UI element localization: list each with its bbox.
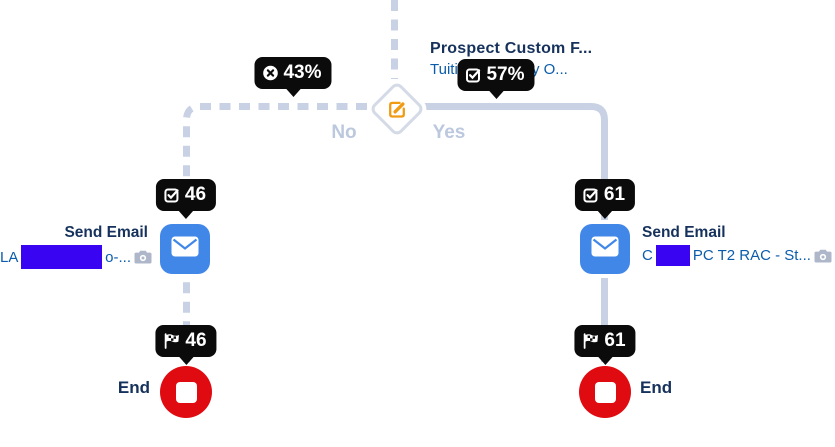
checkered-flag-icon: [582, 333, 599, 349]
yes-percent-value: 57%: [486, 64, 525, 85]
decision-label-block: Prospect Custom F... Tuiti ty O...: [430, 40, 592, 78]
send-email-node-no[interactable]: [160, 224, 210, 274]
camera-icon[interactable]: [134, 250, 152, 264]
no-end-count-badge[interactable]: 46: [155, 325, 217, 357]
check-square-icon: [465, 67, 481, 83]
action-label: Send Email: [64, 224, 148, 241]
checkered-flag-icon: [163, 333, 180, 349]
yes-email-count-value: 61: [603, 184, 626, 205]
decision-subtitle[interactable]: Tuiti ty O...: [430, 61, 592, 78]
x-circle-icon: [262, 65, 278, 81]
stop-icon: [594, 381, 616, 403]
end-node-no[interactable]: [160, 366, 212, 418]
decision-title[interactable]: Prospect Custom F...: [430, 40, 593, 57]
email-asset-name-suffix[interactable]: o-...: [105, 248, 131, 266]
send-email-node-yes[interactable]: [580, 224, 630, 274]
connector-yes-branch-solid: [420, 103, 608, 365]
decision-subtitle-prefix: Tuiti: [430, 61, 458, 78]
end-node-yes[interactable]: [579, 366, 631, 418]
decision-subtitle-suffix: ty O...: [527, 61, 568, 78]
send-email-label-no: Send Email LA o-...: [0, 224, 152, 269]
end-label-no: End: [117, 378, 150, 397]
yes-percent-badge[interactable]: 57%: [457, 59, 535, 91]
no-percent-badge[interactable]: 43%: [254, 57, 332, 89]
email-asset-name-prefix[interactable]: LA: [0, 248, 19, 266]
end-label-yes: End: [640, 378, 673, 397]
email-asset-name-suffix[interactable]: PC T2 RAC - St...: [692, 247, 811, 264]
yes-path-label: Yes: [432, 122, 466, 143]
check-square-icon: [583, 187, 599, 203]
redaction-block: [655, 245, 690, 266]
connector-no-branch-dashed: [183, 103, 367, 365]
yes-email-count-badge[interactable]: 61: [574, 179, 636, 211]
no-path-label: No: [331, 122, 357, 143]
check-square-icon: [164, 187, 180, 203]
pencil-square-icon: [386, 98, 409, 121]
camera-icon[interactable]: [814, 249, 832, 263]
no-email-count-badge[interactable]: 46: [155, 179, 217, 211]
no-end-count-value: 46: [185, 330, 207, 351]
email-asset-name-prefix[interactable]: C: [642, 247, 653, 264]
yes-end-count-badge[interactable]: 61: [574, 325, 636, 357]
envelope-icon: [591, 236, 619, 262]
action-label: Send Email: [642, 224, 726, 241]
send-email-label-yes: Send Email C PC T2 RAC - St...: [642, 224, 835, 266]
stop-icon: [175, 381, 197, 403]
redaction-block: [21, 245, 103, 269]
no-email-count-value: 46: [184, 184, 207, 205]
yes-end-count-value: 61: [604, 330, 626, 351]
envelope-icon: [171, 236, 199, 262]
decision-node[interactable]: [368, 80, 426, 138]
no-percent-value: 43%: [283, 62, 322, 83]
